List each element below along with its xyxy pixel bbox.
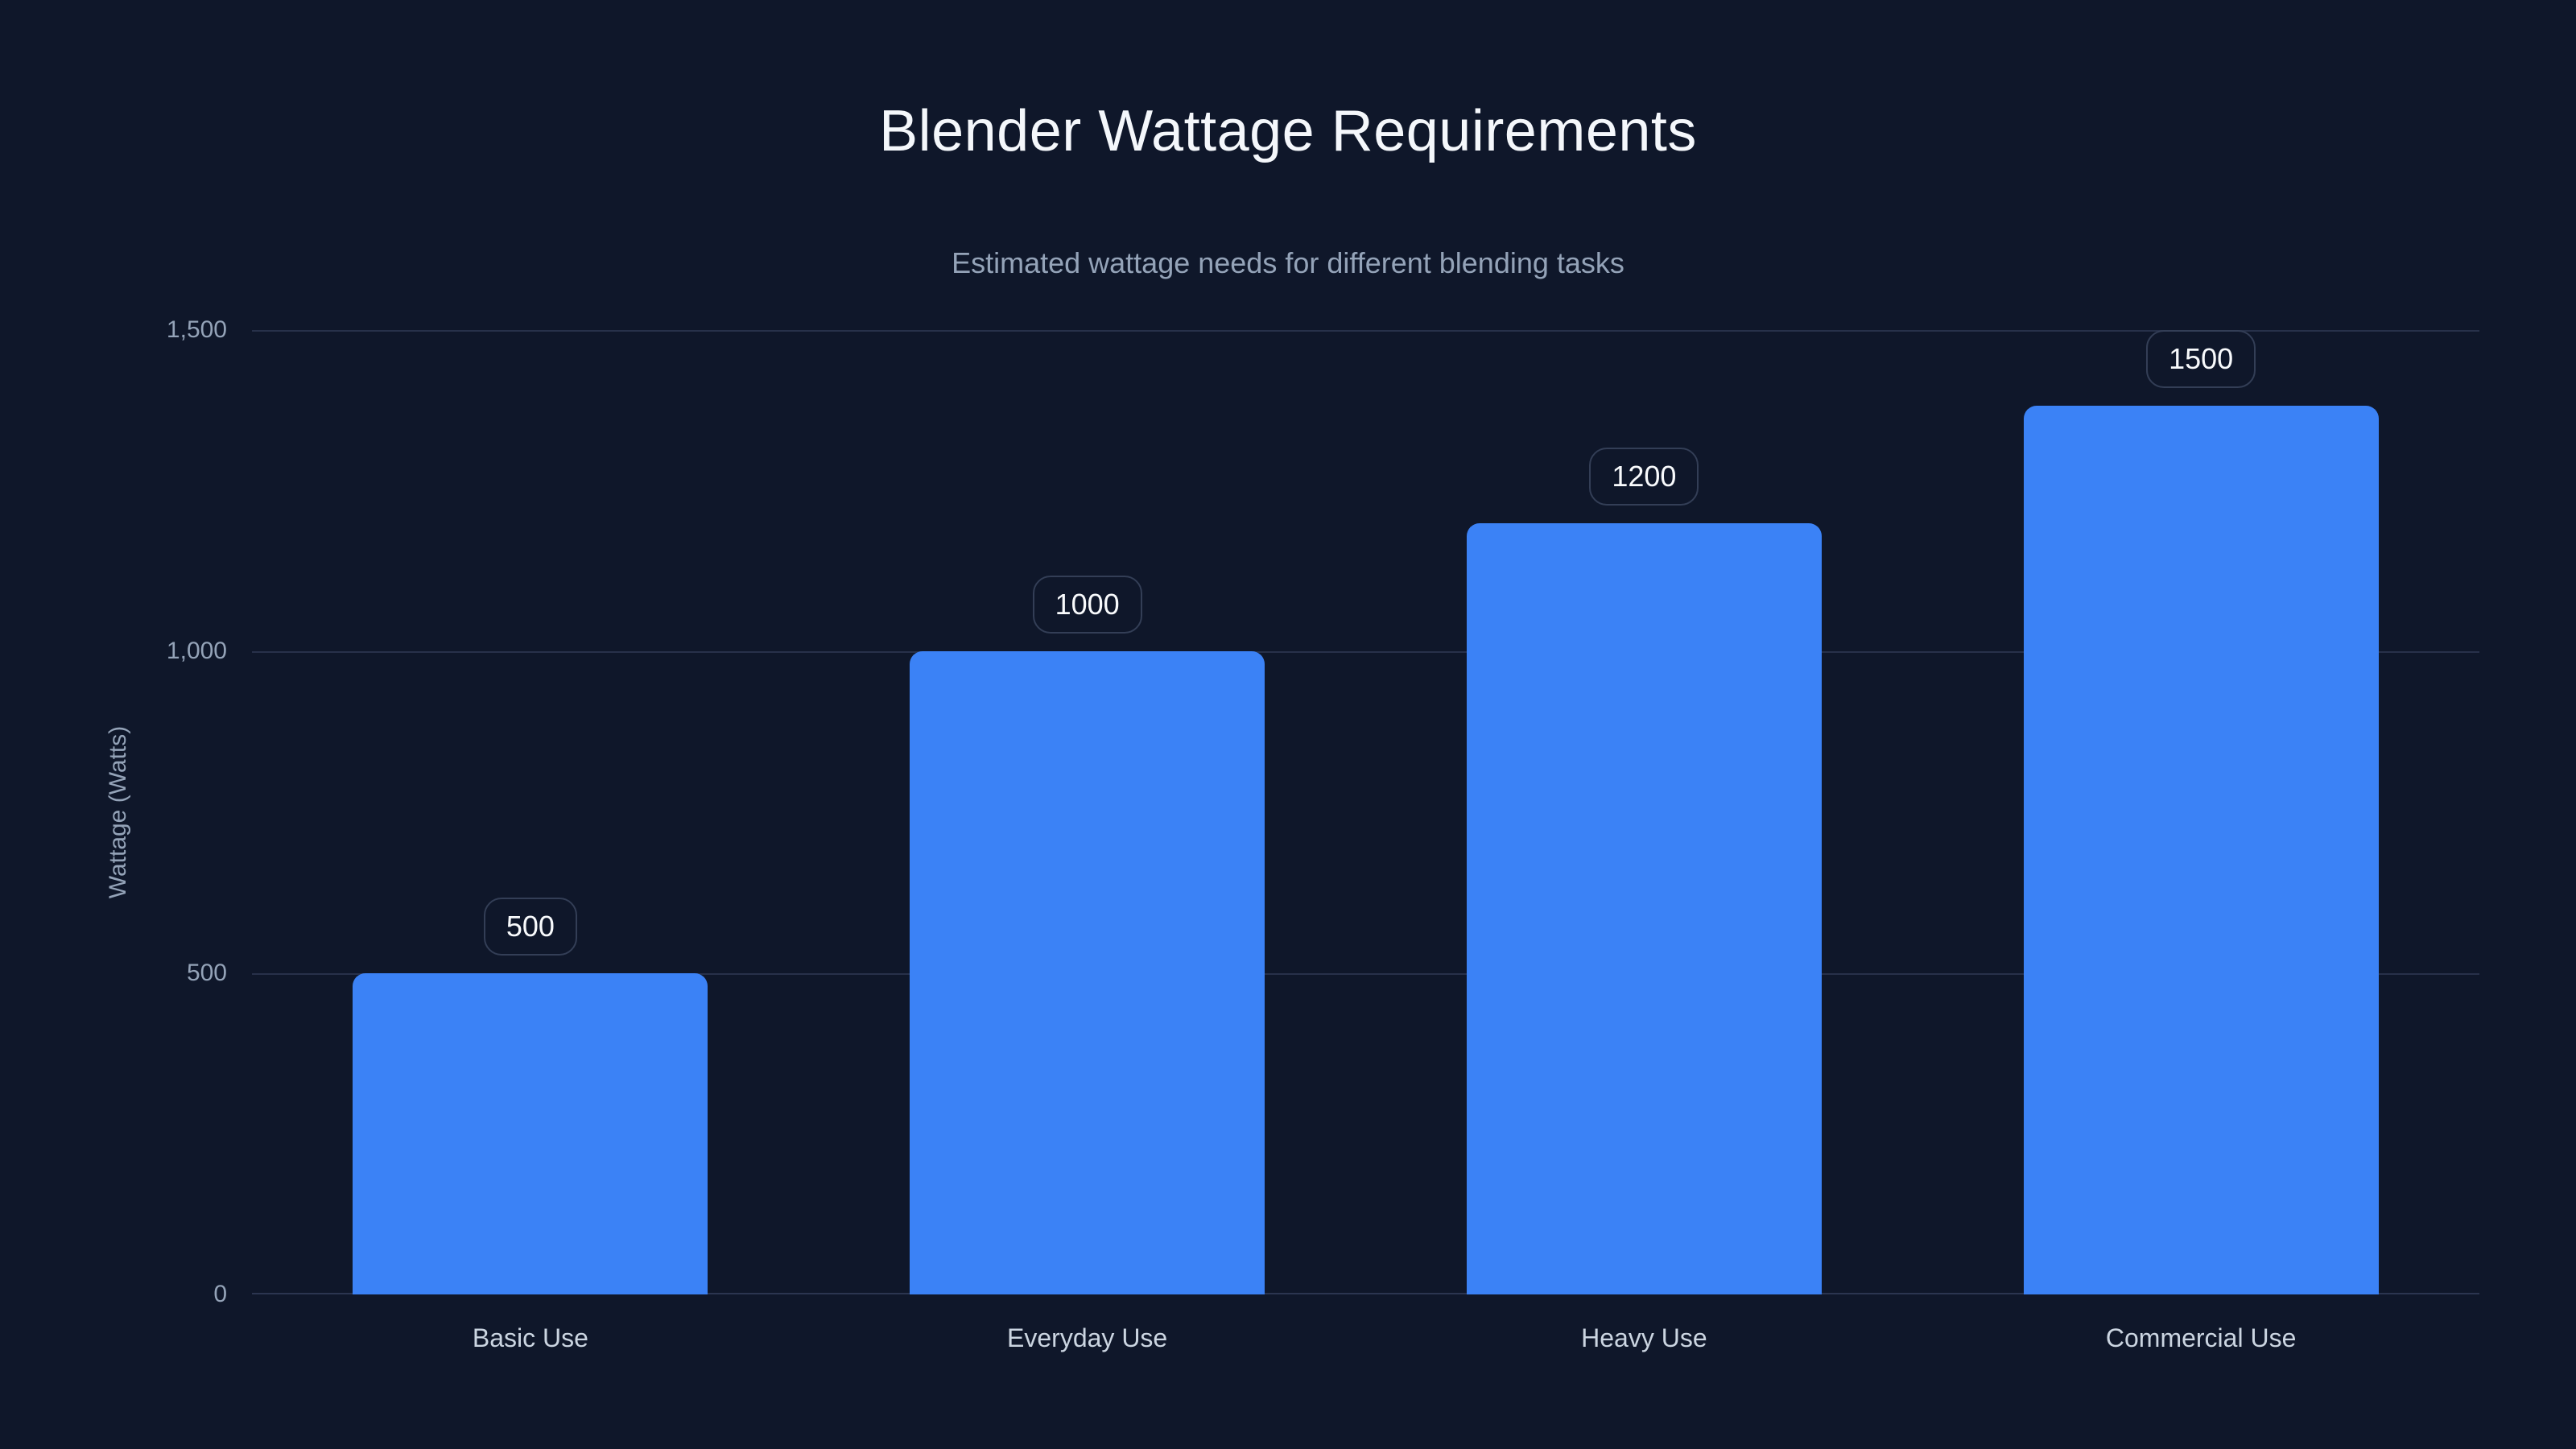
bar-everyday-use[interactable] (910, 651, 1265, 1294)
bar-basic-use[interactable] (353, 972, 708, 1294)
x-tick-label: Everyday Use (1007, 1323, 1168, 1352)
x-tick-label: Commercial Use (2105, 1323, 2297, 1352)
y-tick-label: 500 (186, 959, 227, 986)
value-badge: 1000 (1032, 576, 1142, 634)
gridline (252, 330, 2479, 332)
y-axis-title: Wattage (Watts) (105, 725, 131, 899)
value-badge: 1500 (2146, 330, 2256, 388)
bar-heavy-use[interactable] (1466, 522, 1822, 1294)
value-badge: 500 (483, 897, 577, 956)
gridline (252, 651, 2479, 654)
x-axis-line (252, 1293, 2479, 1294)
chart-subtitle: Estimated wattage needs for different bl… (952, 246, 1624, 279)
y-tick-label: 1,000 (166, 638, 227, 665)
y-tick-label: 0 (213, 1281, 227, 1307)
bar-column: 1500 (1922, 330, 2479, 1294)
y-tick-label: 1,500 (166, 316, 227, 343)
bar-column: 1000 (809, 330, 1366, 1294)
x-tick-label: Heavy Use (1581, 1323, 1707, 1352)
x-tick-label: Basic Use (472, 1323, 588, 1352)
plot-area: 500 1000 1200 1500 (252, 330, 2479, 1294)
chart-title: Blender Wattage Requirements (879, 99, 1697, 163)
gridline (252, 972, 2479, 975)
bar-commercial-use[interactable] (2023, 406, 2379, 1294)
bar-column: 1200 (1366, 330, 1923, 1294)
bar-column: 500 (252, 330, 809, 1294)
value-badge: 1200 (1589, 447, 1699, 506)
